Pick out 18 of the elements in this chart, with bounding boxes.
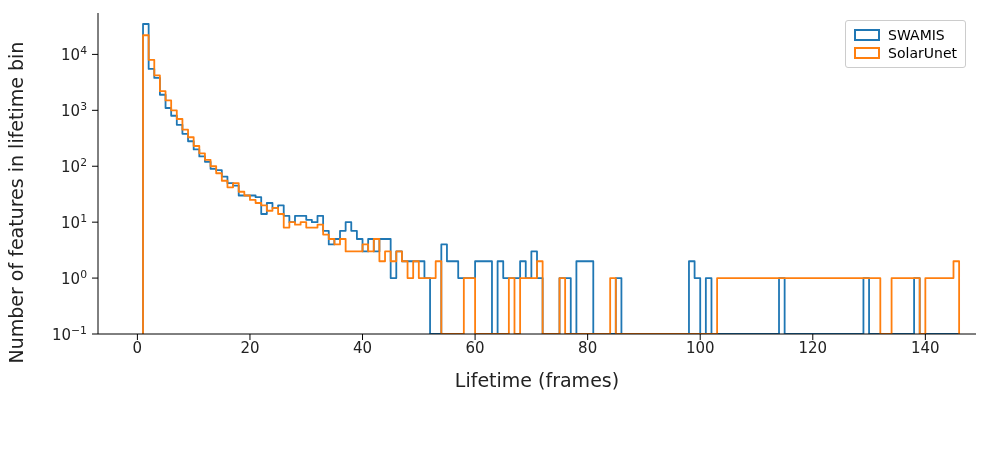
y-tick-label: 10$^{2}$ <box>61 155 87 177</box>
y-tick-label: 10$^{−1}$ <box>51 323 87 344</box>
y-tick-label: 10$^{0}$ <box>61 267 88 289</box>
x-tick-label: 140 <box>911 338 940 357</box>
y-tick-label: 10$^{3}$ <box>61 99 87 121</box>
legend-label: SWAMIS <box>888 27 945 43</box>
x-tick-label: 60 <box>465 338 485 357</box>
x-tick-label: 40 <box>352 338 373 357</box>
legend-label: SolarUnet <box>888 45 957 61</box>
x-tick-label: 0 <box>132 338 143 357</box>
x-tick-label: 100 <box>685 338 715 357</box>
x-axis-title: Lifetime (frames) <box>454 369 620 391</box>
y-tick-label: 10$^{1}$ <box>61 211 87 233</box>
y-axis-title: Number of features in lifetime bin <box>4 41 27 364</box>
x-tick-label: 20 <box>240 338 260 357</box>
x-tick-label: 80 <box>578 338 598 357</box>
x-tick-label: 120 <box>798 338 828 357</box>
y-tick-label: 10$^{4}$ <box>61 43 88 65</box>
